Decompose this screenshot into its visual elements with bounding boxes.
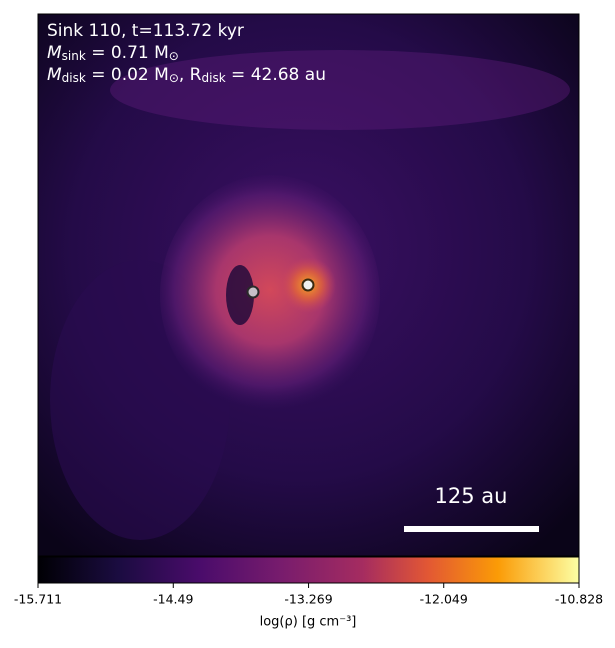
annotation-text: = 0.71 M (86, 43, 169, 63)
annotation-line: Mdisk = 0.02 M⊙, Rdisk = 42.68 au (47, 65, 326, 85)
colorbar-tick-label: -15.711 (14, 592, 62, 607)
annotation-subscript: sink (62, 49, 86, 63)
annotation-subscript: disk (62, 71, 86, 85)
annotation-subscript: disk (202, 71, 226, 85)
colorbar-tick-label: -10.828 (555, 592, 603, 607)
sink-marker (246, 285, 260, 299)
colorbar (37, 556, 580, 584)
colorbar-tick-label: -12.049 (420, 592, 468, 607)
annotation-subscript: ⊙ (169, 49, 179, 63)
annotation-line: Msink = 0.71 M⊙ (47, 43, 179, 63)
annotation-text: = 0.02 M (86, 65, 169, 85)
colorbar-axis: -15.711 -14.49 -13.269 -12.049 -10.828 (14, 583, 603, 607)
scale-bar-label: 125 au (435, 484, 508, 508)
sink-marker (301, 278, 315, 292)
frame (37, 13, 580, 557)
annotation-line: Sink 110, t=113.72 kyr (47, 21, 244, 41)
annotation-subscript: ⊙ (169, 71, 179, 85)
density-image (38, 14, 579, 556)
annotation-text: , R (179, 65, 202, 85)
colorbar-tick-label: -14.49 (153, 592, 193, 607)
annotation-text: M (47, 43, 62, 63)
annotation-text: M (47, 65, 62, 85)
colorbar-label: log(ρ) [g cm⁻³] (260, 615, 357, 630)
colorbar-tick-label: -13.269 (284, 592, 332, 607)
annotation-text: Sink 110, t=113.72 kyr (47, 21, 244, 41)
annotation-text: = 42.68 au (226, 65, 326, 85)
